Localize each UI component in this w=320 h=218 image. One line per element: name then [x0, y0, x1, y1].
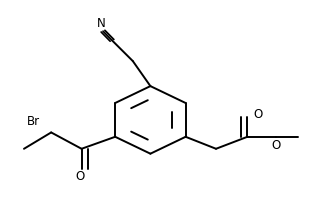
Text: O: O — [253, 108, 263, 121]
Text: Br: Br — [27, 115, 40, 128]
Text: N: N — [97, 17, 106, 31]
Text: O: O — [75, 170, 84, 183]
Text: O: O — [272, 139, 281, 152]
